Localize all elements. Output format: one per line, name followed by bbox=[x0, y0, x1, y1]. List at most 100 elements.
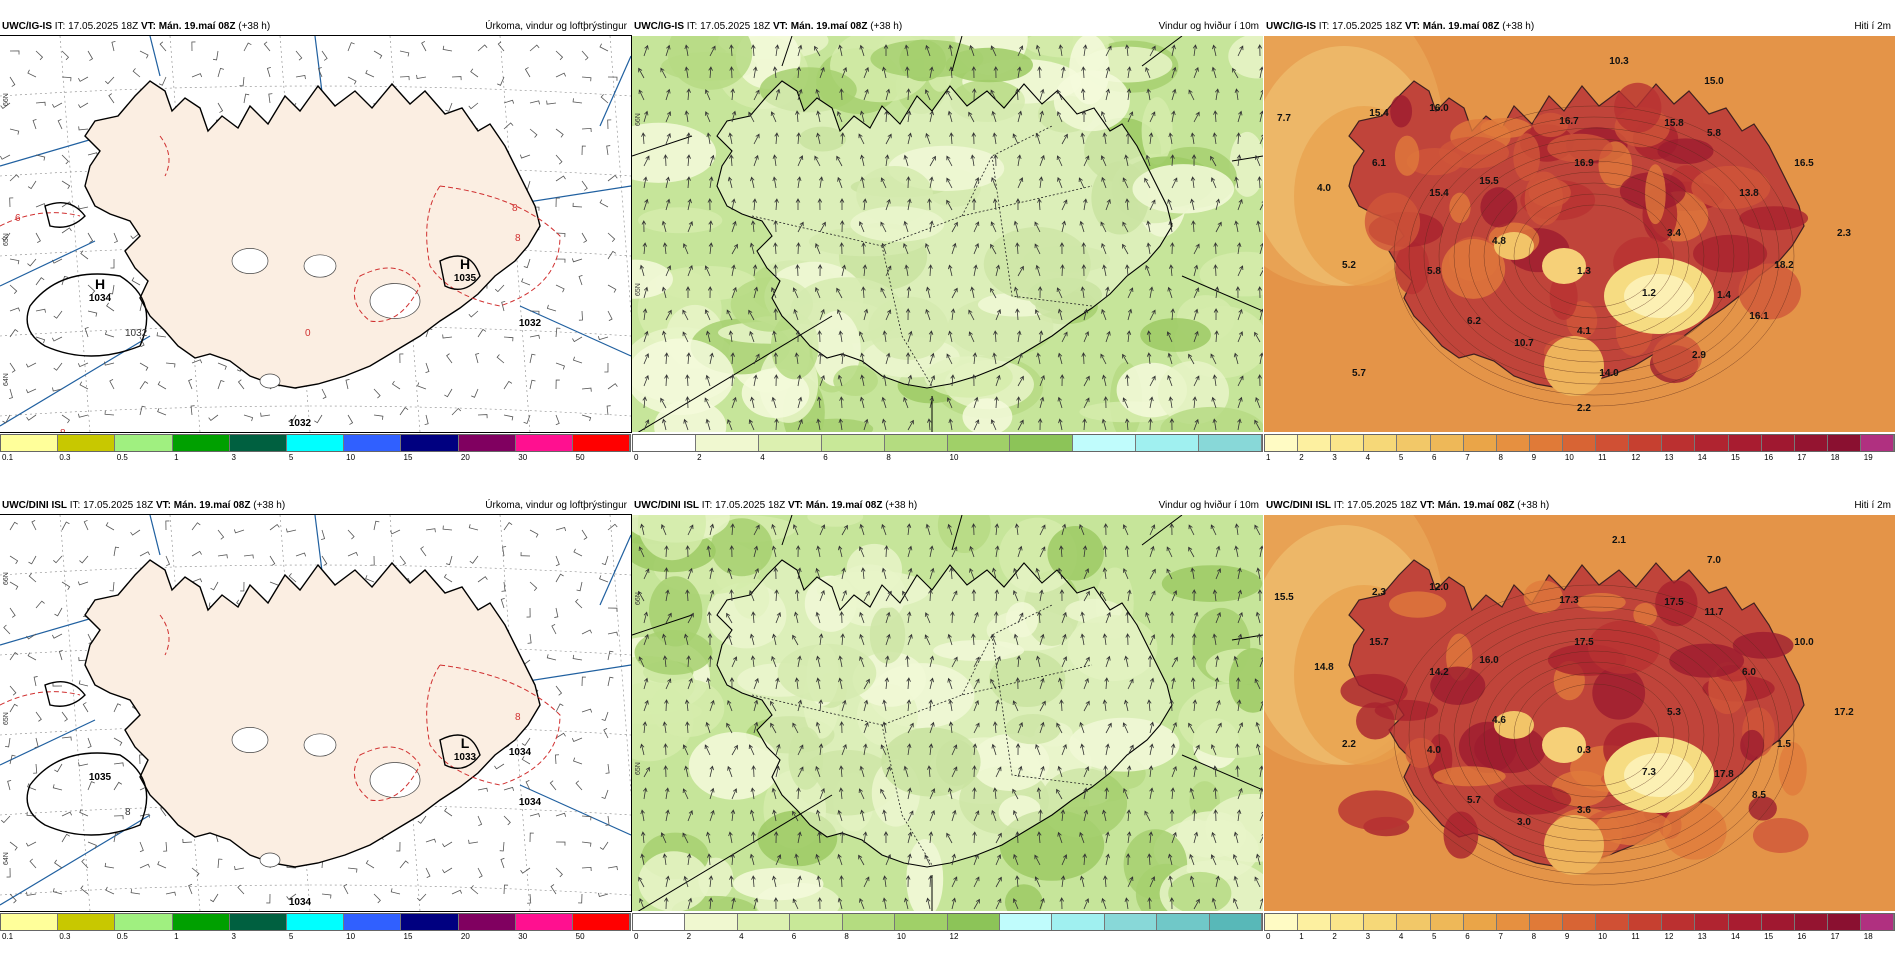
wind-arrow bbox=[682, 832, 689, 844]
wind-barb bbox=[607, 607, 618, 612]
wind-arrow bbox=[642, 242, 648, 255]
wind-arrow bbox=[1211, 897, 1217, 910]
map-area[interactable]: 66N 65N bbox=[632, 36, 1263, 432]
wind-barb bbox=[87, 232, 94, 243]
wind-arrow bbox=[971, 132, 977, 145]
wind-arrow bbox=[1083, 898, 1090, 910]
wind-arrow bbox=[924, 89, 931, 101]
colorbar-tick-label: 6 bbox=[823, 453, 828, 462]
wind-barb bbox=[546, 100, 557, 105]
wind-arrow bbox=[687, 810, 693, 822]
wind-barb bbox=[9, 50, 20, 55]
wind-arrow bbox=[1039, 897, 1045, 910]
map-area[interactable]: 2.1 7.0 15.5 2.3 12.0 17.3 17.5 11.7 15.7 17.5 16.… bbox=[1264, 515, 1895, 911]
wind-barb bbox=[105, 522, 115, 531]
temperature-label: 15.0 bbox=[1704, 76, 1724, 87]
wind-arrow bbox=[1126, 831, 1132, 844]
temp-patch bbox=[1739, 206, 1809, 231]
wind-arrow bbox=[951, 853, 956, 866]
wind-arrow bbox=[749, 589, 755, 602]
wind-arrow bbox=[773, 242, 778, 255]
wind-barb bbox=[524, 67, 531, 78]
wind-arrow bbox=[753, 699, 759, 712]
temp-patch bbox=[1662, 802, 1727, 860]
wind-barb bbox=[555, 128, 564, 138]
wind-arrow bbox=[1146, 352, 1152, 365]
model-name: UWC/DINI ISL bbox=[2, 500, 67, 511]
colorbar-tick-label: 3 bbox=[231, 932, 236, 941]
wind-arrow bbox=[1210, 155, 1217, 167]
wind-arrow bbox=[1171, 88, 1177, 101]
temperature-label: 1.2 bbox=[1642, 288, 1656, 299]
colorbar-tick-label: 9 bbox=[1564, 932, 1570, 941]
colorbar-tick-label: 10 bbox=[949, 453, 959, 462]
wind-barb bbox=[555, 732, 566, 739]
wind-arrow bbox=[797, 875, 802, 888]
cold-area bbox=[1494, 711, 1534, 739]
isotherm bbox=[1528, 204, 1660, 308]
wind-arrow bbox=[1211, 66, 1217, 79]
temperature-label: 10.3 bbox=[1609, 56, 1629, 67]
temperature-label: 17.5 bbox=[1574, 637, 1594, 648]
wind-arrow bbox=[1213, 264, 1218, 277]
vt-label: VT: bbox=[1419, 500, 1435, 511]
wind-arrow bbox=[946, 89, 953, 101]
wind-arrow bbox=[994, 611, 999, 624]
wind-arrow bbox=[730, 809, 736, 822]
wind-barb bbox=[373, 388, 381, 399]
wind-barb bbox=[572, 654, 583, 661]
wind-arrow bbox=[753, 567, 759, 580]
wind-arrow bbox=[994, 545, 1000, 558]
wind-speed-patch bbox=[632, 122, 717, 183]
graticule-line bbox=[59, 36, 91, 432]
wind-barb bbox=[9, 128, 20, 135]
wind-barb bbox=[607, 76, 618, 81]
glacier-outline bbox=[303, 733, 337, 757]
wind-arrow bbox=[839, 875, 844, 888]
wind-arrow bbox=[771, 396, 777, 409]
wind-arrow bbox=[1192, 765, 1198, 778]
temp-patch bbox=[1356, 702, 1395, 740]
wind-arrow bbox=[905, 875, 911, 888]
wind-arrow bbox=[816, 875, 822, 888]
colorbar-tick-label: 30 bbox=[518, 453, 528, 462]
wind-arrow bbox=[685, 545, 690, 558]
wind-arrow bbox=[1017, 66, 1022, 79]
wind-arrow bbox=[775, 854, 782, 866]
wind-arrow bbox=[928, 589, 933, 602]
wind-arrow bbox=[1192, 44, 1198, 57]
wind-arrow bbox=[1168, 264, 1174, 277]
init-time: 17.05.2025 18Z bbox=[715, 500, 786, 511]
colorbar-tick-label: 7 bbox=[1498, 932, 1503, 941]
wind-barb bbox=[399, 76, 410, 81]
wind-arrow bbox=[751, 611, 756, 624]
region-border bbox=[881, 245, 933, 387]
wind-arrow bbox=[683, 875, 689, 888]
wind-arrow bbox=[1168, 132, 1173, 145]
map-area[interactable]: 66N 65N bbox=[632, 515, 1263, 911]
colorbar-ticks: 1 2 3 4 5 6 7 8 9 10 11 12 13 14 15 16 17 18 19 bbox=[1264, 452, 1895, 464]
wind-arrow bbox=[907, 567, 913, 580]
region-border bbox=[751, 664, 1093, 726]
wind-arrow bbox=[1105, 611, 1111, 624]
map-area[interactable]: 1035 L 1033 1034 1034 1034 8 8 66N 65N 64N bbox=[0, 514, 632, 912]
wind-arrow bbox=[792, 287, 799, 299]
wind-arrow bbox=[661, 418, 667, 431]
wind-barb bbox=[503, 122, 514, 130]
map-area[interactable]: H1034H10351032103210328868066N65N64N bbox=[0, 35, 632, 433]
temp-patch bbox=[1390, 95, 1413, 128]
wind-arrow bbox=[1127, 678, 1134, 690]
wind-arrow bbox=[1255, 611, 1261, 624]
wind-arrow bbox=[860, 567, 866, 580]
wind-arrow bbox=[1103, 523, 1109, 536]
wind-arrow bbox=[971, 374, 977, 387]
map-area[interactable]: 10.3 15.0 7.7 15.4 16.0 16.7 15.8 5.8 6.1 16.9 15.… bbox=[1264, 36, 1895, 432]
wind-arrow bbox=[951, 546, 958, 558]
wind-arrow bbox=[797, 221, 804, 233]
map-panel-dini-temp: UWC/DINI ISL IT: 17.05.2025 18Z VT: Mán.… bbox=[1264, 497, 1895, 965]
wind-arrow bbox=[1104, 677, 1109, 690]
wind-arrow bbox=[1082, 418, 1087, 431]
wind-arrow bbox=[1167, 352, 1173, 365]
wind-barb bbox=[477, 867, 483, 878]
wind-arrow bbox=[992, 198, 998, 211]
